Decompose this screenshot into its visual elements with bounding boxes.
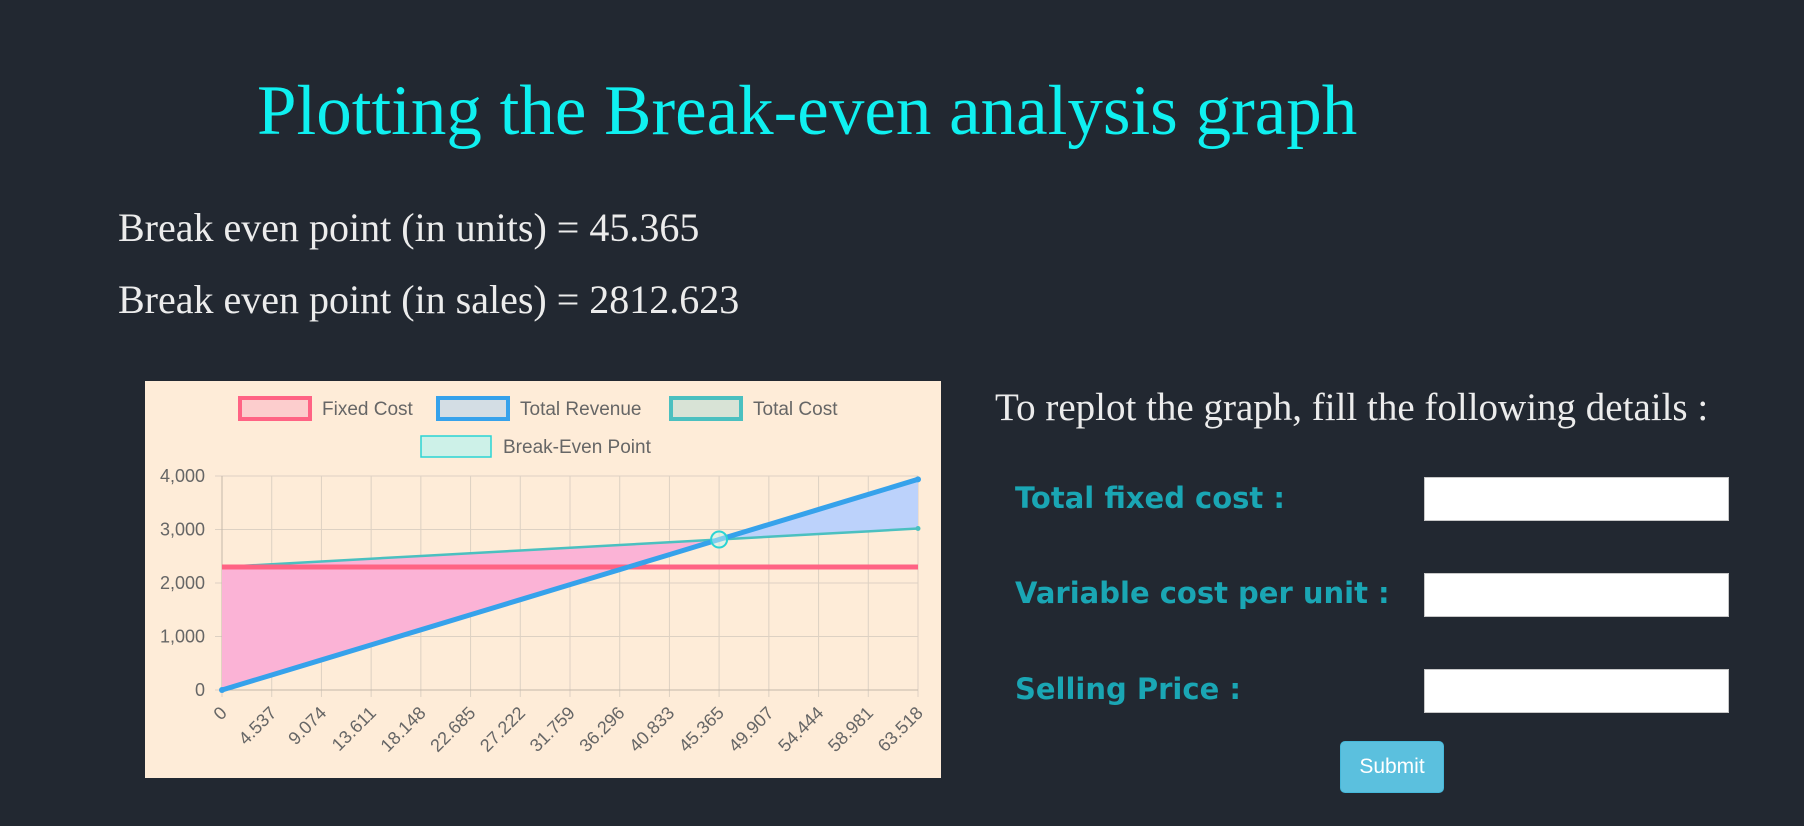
legend-swatch [420, 435, 492, 458]
break-even-point-marker [710, 530, 729, 549]
selling-price-label: Selling Price : [1015, 672, 1241, 706]
x-tick-label: 36.296 [575, 703, 628, 756]
x-tick-label: 9.074 [284, 703, 330, 749]
break-even-chart: 0 1,000 2,000 3,000 4,000 0 4.537 9.074 13.611 18… [145, 381, 941, 778]
x-tick-label: 4.537 [235, 703, 281, 749]
x-tick-label: 22.685 [426, 703, 479, 756]
y-tick-label: 4,000 [160, 466, 205, 486]
form-heading: To replot the graph, fill the following … [995, 386, 1709, 429]
x-tick-label: 58.981 [824, 703, 877, 756]
legend-label: Break-Even Point [503, 437, 652, 458]
total-revenue-line [221, 476, 919, 693]
page-title: Plotting the Break-even analysis graph [257, 72, 1358, 150]
x-tick-label: 0 [210, 703, 231, 724]
total-cost-point [915, 526, 921, 532]
total-fixed-cost-label: Total fixed cost : [1015, 481, 1285, 515]
y-tick-label: 0 [195, 680, 205, 700]
legend-label: Total Revenue [520, 399, 641, 420]
total-cost-line [221, 527, 919, 569]
submit-button[interactable]: Submit [1340, 741, 1444, 793]
legend-swatch [669, 396, 743, 421]
profit-region [719, 479, 918, 540]
total-revenue-point [219, 687, 225, 693]
break-even-units-text: Break even point (in units) = 45.365 [118, 205, 700, 250]
variable-cost-per-unit-label: Variable cost per unit : [1015, 576, 1390, 610]
x-tick-label: 45.365 [675, 703, 728, 756]
x-tick-label: 27.222 [476, 703, 529, 756]
legend-label: Fixed Cost [322, 399, 414, 420]
legend-swatch [436, 396, 510, 421]
total-revenue-point [915, 476, 921, 483]
y-tick-label: 2,000 [160, 573, 205, 593]
total-fixed-cost-input[interactable] [1424, 477, 1729, 521]
variable-cost-per-unit-input[interactable] [1424, 573, 1729, 617]
x-tick-label: 18.148 [377, 703, 430, 756]
selling-price-input[interactable] [1424, 669, 1729, 713]
break-even-sales-text: Break even point (in sales) = 2812.623 [118, 277, 740, 322]
x-tick-label: 31.759 [526, 703, 579, 756]
y-tick-label: 3,000 [160, 520, 205, 540]
x-tick-label: 54.444 [774, 703, 827, 756]
legend-label: Total Cost [753, 399, 838, 420]
x-tick-label: 63.518 [874, 703, 927, 756]
x-tick-label: 49.907 [725, 703, 778, 756]
legend-swatch [238, 396, 312, 421]
y-tick-label: 1,000 [160, 627, 205, 647]
x-tick-label: 40.833 [625, 703, 678, 756]
x-tick-label: 13.611 [328, 703, 380, 755]
